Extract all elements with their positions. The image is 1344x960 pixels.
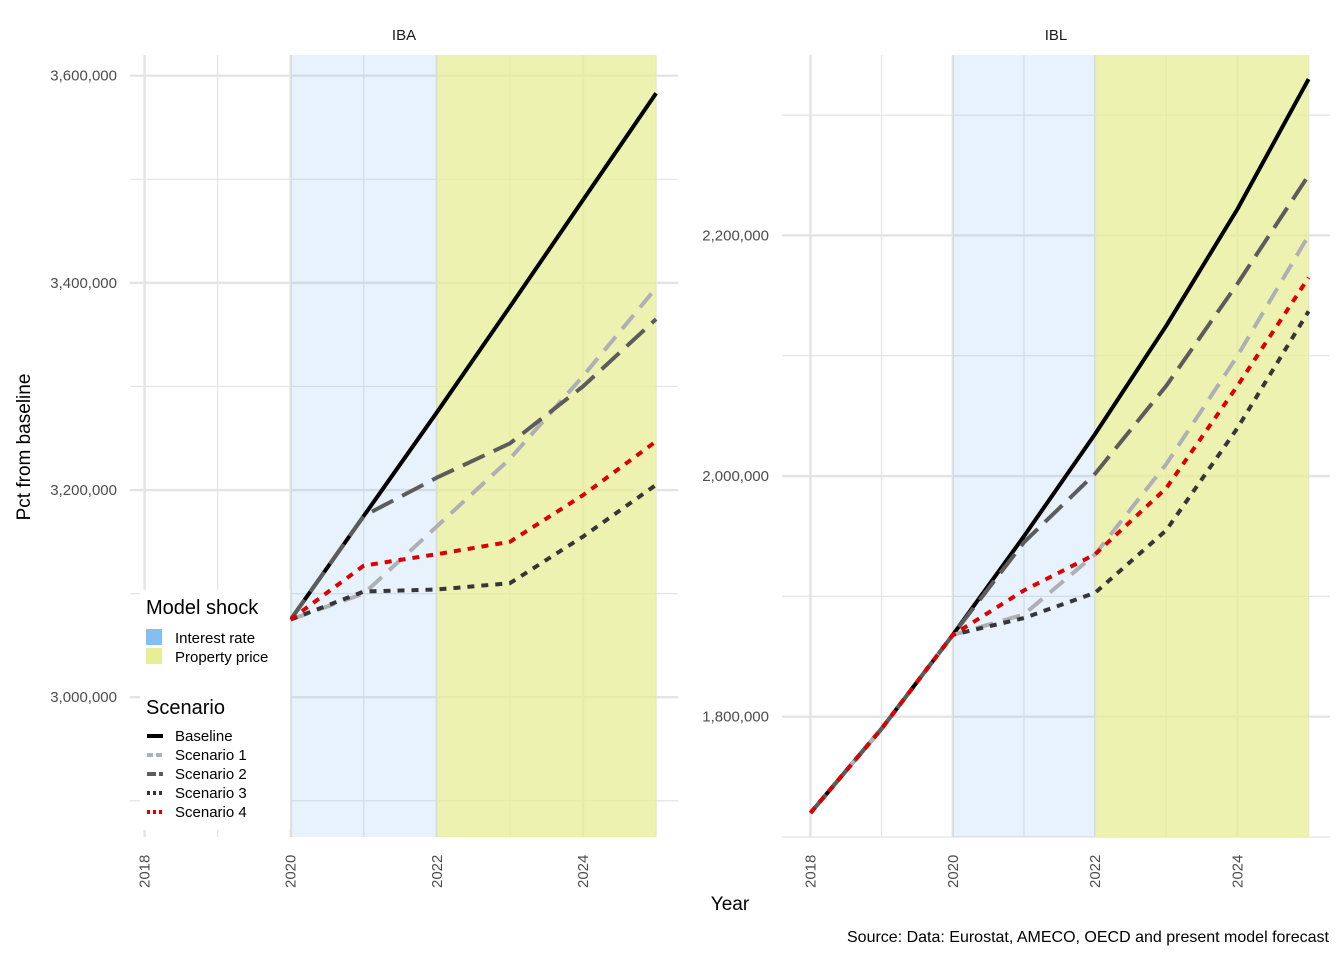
legend-swatch-interest-rate (146, 629, 162, 645)
x-tick-label: 2024 (575, 855, 592, 888)
panel-ibl: IBL 1,800,000 2,000,000 2,200,000 2018 2020 20… (702, 27, 1330, 888)
legend-label-scenario-4: Scenario 4 (175, 804, 247, 821)
x-tick-label: 2020 (283, 855, 300, 888)
series-line-scenario-4 (808, 276, 1311, 815)
y-tick-label: 3,000,000 (50, 689, 117, 706)
legend-background (140, 590, 290, 830)
y-tick-label: 3,400,000 (50, 275, 117, 292)
y-tick-label: 3,600,000 (50, 68, 117, 85)
shaded-region-property-price (436, 55, 657, 837)
x-axis-title: Year (711, 894, 750, 915)
legend-scenario-title: Scenario (146, 697, 225, 719)
legend-label-interest-rate: Interest rate (175, 630, 255, 647)
legend-label-scenario-3: Scenario 3 (175, 785, 247, 802)
legend: Model shock Interest rate Property price… (140, 590, 290, 830)
series-line-scenario-3 (289, 483, 658, 622)
series-line-scenario-2 (289, 317, 658, 621)
legend-label-scenario-2: Scenario 2 (175, 766, 247, 783)
y-tick-label: 1,800,000 (702, 709, 769, 726)
y-tick-label: 2,200,000 (702, 227, 769, 244)
y-axis-title: Pct from baseline (14, 374, 35, 521)
legend-label-scenario-1: Scenario 1 (175, 747, 247, 764)
x-tick-label: 2022 (1087, 855, 1104, 888)
panels-layer: IBA 3,000,000 3,200,000 3,400,000 3,600,000 2… (50, 27, 1330, 888)
series-line-scenario-1 (290, 286, 658, 622)
source-caption: Source: Data: Eurostat, AMECO, OECD and … (847, 929, 1330, 946)
series-line-scenario-2 (808, 174, 1311, 815)
legend-shock-title: Model shock (146, 597, 259, 619)
x-tick-label: 2020 (945, 855, 962, 888)
y-tick-label: 3,200,000 (50, 482, 117, 499)
legend-swatch-property-price (146, 648, 162, 664)
shaded-region-property-price (1095, 55, 1309, 837)
series-line-scenario-4 (289, 439, 658, 622)
panel-title-iba: IBA (392, 27, 416, 44)
panel-title-ibl: IBL (1045, 27, 1068, 44)
panel-iba: IBA 3,000,000 3,200,000 3,400,000 3,600,000 2… (50, 27, 678, 888)
x-tick-label: 2018 (137, 855, 154, 888)
x-tick-label: 2022 (429, 855, 446, 888)
legend-label-baseline: Baseline (175, 728, 233, 745)
x-tick-label: 2024 (1229, 855, 1246, 888)
y-tick-label: 2,000,000 (702, 468, 769, 485)
shaded-region-interest-rate (952, 55, 1096, 837)
legend-label-property-price: Property price (175, 649, 268, 666)
x-tick-label: 2018 (802, 855, 819, 888)
